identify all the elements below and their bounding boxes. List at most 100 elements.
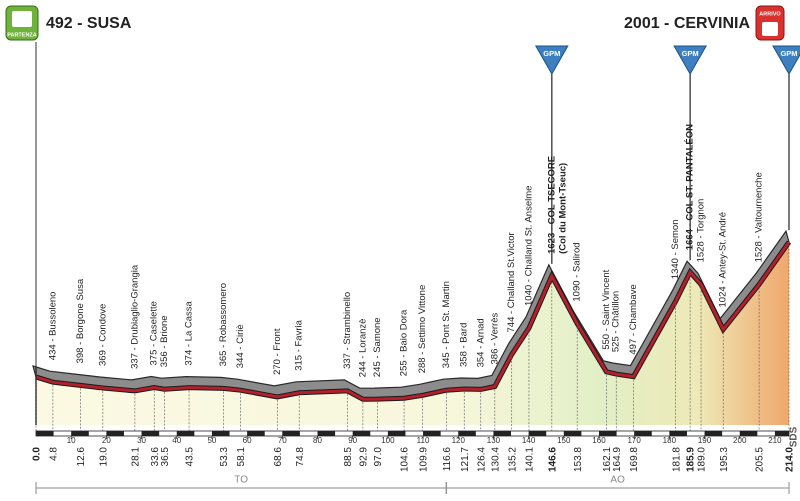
x-tick-label: 10 bbox=[67, 436, 76, 445]
waypoint-label: 550 - Saint Vincent bbox=[601, 269, 612, 349]
km-axis-segment bbox=[704, 431, 723, 436]
distance-label: 153.8 bbox=[573, 447, 584, 472]
x-tick-label: 60 bbox=[243, 436, 252, 445]
x-tick-label: 40 bbox=[172, 436, 181, 445]
distance-label: 185.9 bbox=[686, 447, 697, 472]
gpm-badge bbox=[772, 45, 800, 76]
waypoint-label: 354 - Arnad bbox=[475, 318, 486, 367]
region-label: AO bbox=[610, 475, 625, 486]
side-label: SDS bbox=[789, 426, 800, 447]
distance-label: 162.1 bbox=[602, 447, 613, 472]
waypoint-label: 1664 - COL ST. PANTALÉON bbox=[685, 124, 696, 250]
finish-badge-text: ARRIVO bbox=[759, 11, 781, 17]
profile-line bbox=[35, 241, 791, 401]
start-badge-text: PARTENZA bbox=[7, 32, 37, 38]
km-axis-segment bbox=[36, 431, 54, 436]
waypoint-label: 386 - Verrès bbox=[489, 313, 500, 365]
distance-label: 53.3 bbox=[219, 447, 230, 467]
waypoint-label: 497 - Chambave bbox=[628, 284, 639, 354]
gpm-label: GPM bbox=[543, 49, 560, 58]
km-axis-segment bbox=[247, 431, 265, 436]
gpm-badge bbox=[534, 45, 569, 76]
waypoint-label: 434 - Bussoleno bbox=[47, 292, 58, 361]
waypoint-label: 245 - Samone bbox=[372, 317, 383, 377]
start-title: 492 - SUSA bbox=[46, 15, 132, 32]
km-axis-segment bbox=[106, 431, 124, 436]
distance-label: 33.6 bbox=[150, 447, 161, 467]
waypoint-label: 337 - Drubiaglio-Grangia bbox=[129, 264, 140, 369]
km-axis-segment bbox=[317, 431, 336, 436]
distance-label: 205.5 bbox=[755, 447, 766, 472]
km-axis-segment bbox=[387, 431, 406, 436]
waypoint-label: 344 - Ciriè bbox=[235, 324, 246, 368]
km-axis-segment bbox=[211, 431, 230, 436]
x-tick-label: 150 bbox=[557, 436, 571, 445]
distance-label: 92.9 bbox=[359, 447, 370, 467]
km-axis-segment bbox=[458, 431, 476, 436]
km-axis-segment bbox=[282, 431, 300, 436]
distance-label: 195.3 bbox=[719, 447, 730, 472]
waypoint-label: 356 - Brione bbox=[159, 315, 170, 367]
x-tick-label: 70 bbox=[278, 436, 287, 445]
km-axis-segment bbox=[598, 431, 617, 436]
distance-label: 181.8 bbox=[671, 447, 682, 472]
finish-title: 2001 - CERVINIA bbox=[624, 15, 750, 32]
distance-label: 36.5 bbox=[160, 447, 171, 467]
waypoint-note: (Col du Mont-Tseuc) bbox=[557, 163, 568, 254]
km-axis-segment bbox=[739, 431, 758, 436]
x-tick-label: 30 bbox=[137, 436, 146, 445]
x-tick-label: 170 bbox=[627, 436, 641, 445]
waypoint-label: 375 - Caselette bbox=[149, 301, 160, 365]
km-axis-segment bbox=[634, 431, 652, 436]
distance-label: 68.6 bbox=[273, 447, 284, 467]
distance-label: 126.4 bbox=[476, 447, 487, 472]
region-label: TO bbox=[234, 475, 248, 486]
distance-label: 130.4 bbox=[490, 447, 501, 472]
waypoint-label: 358 - Bard bbox=[459, 323, 470, 367]
waypoint-label: 270 - Front bbox=[272, 328, 283, 375]
waypoint-label: 255 - Baio Dora bbox=[399, 309, 410, 376]
distance-label: 43.5 bbox=[185, 447, 196, 467]
waypoint-label: 244 - Loranzè bbox=[357, 319, 368, 378]
distance-label: 97.0 bbox=[373, 447, 384, 467]
distance-label: 169.8 bbox=[629, 447, 640, 472]
distance-label: 104.6 bbox=[400, 447, 411, 472]
distance-label: 121.7 bbox=[460, 447, 471, 472]
x-tick-label: 200 bbox=[733, 436, 747, 445]
waypoint-label: 1528 - Valtournenche bbox=[754, 172, 765, 262]
waypoint-label: 1090 - Salirod bbox=[572, 242, 583, 301]
distance-label: 116.6 bbox=[442, 447, 453, 472]
distance-label: 214.0 bbox=[785, 447, 796, 472]
x-tick-label: 190 bbox=[698, 436, 712, 445]
km-axis-segment bbox=[563, 431, 582, 436]
waypoint-label: 1024 - Antey-St. André bbox=[718, 212, 729, 308]
distance-label: 164.9 bbox=[612, 447, 623, 472]
distance-label: 146.6 bbox=[547, 447, 558, 472]
km-axis-segment bbox=[71, 431, 89, 436]
x-tick-label: 90 bbox=[348, 436, 357, 445]
x-tick-label: 110 bbox=[417, 436, 430, 445]
waypoint-label: 744 - Challand St.Victor bbox=[506, 232, 517, 332]
distance-label: 189.0 bbox=[697, 447, 708, 472]
waypoint-label: 525 - Châtillon bbox=[611, 291, 622, 352]
waypoint-label: 1623 - COL TSECORE bbox=[546, 156, 557, 254]
x-tick-label: 50 bbox=[207, 436, 216, 445]
distance-label: 58.1 bbox=[236, 447, 247, 467]
waypoint-label: 398 - Borgone Susa bbox=[75, 278, 86, 363]
km-axis-segment bbox=[669, 431, 687, 436]
x-tick-label: 210 bbox=[768, 436, 782, 445]
x-tick-label: 120 bbox=[452, 436, 466, 445]
km-axis-segment bbox=[176, 431, 195, 436]
gpm-label: GPM bbox=[780, 49, 797, 58]
distance-label: 4.8 bbox=[49, 447, 60, 461]
distance-label: 19.0 bbox=[99, 447, 110, 467]
distance-label: 74.8 bbox=[295, 447, 306, 467]
waypoint-label: 1528 - Torgnon bbox=[696, 199, 707, 263]
gpm-label: GPM bbox=[682, 49, 699, 58]
x-tick-label: 180 bbox=[663, 436, 677, 445]
distance-label: 88.5 bbox=[343, 447, 354, 467]
distance-label: 135.2 bbox=[507, 447, 518, 472]
km-axis-segment bbox=[774, 431, 789, 436]
waypoint-label: 374 - La Cassa bbox=[184, 300, 195, 365]
x-tick-label: 140 bbox=[522, 436, 536, 445]
